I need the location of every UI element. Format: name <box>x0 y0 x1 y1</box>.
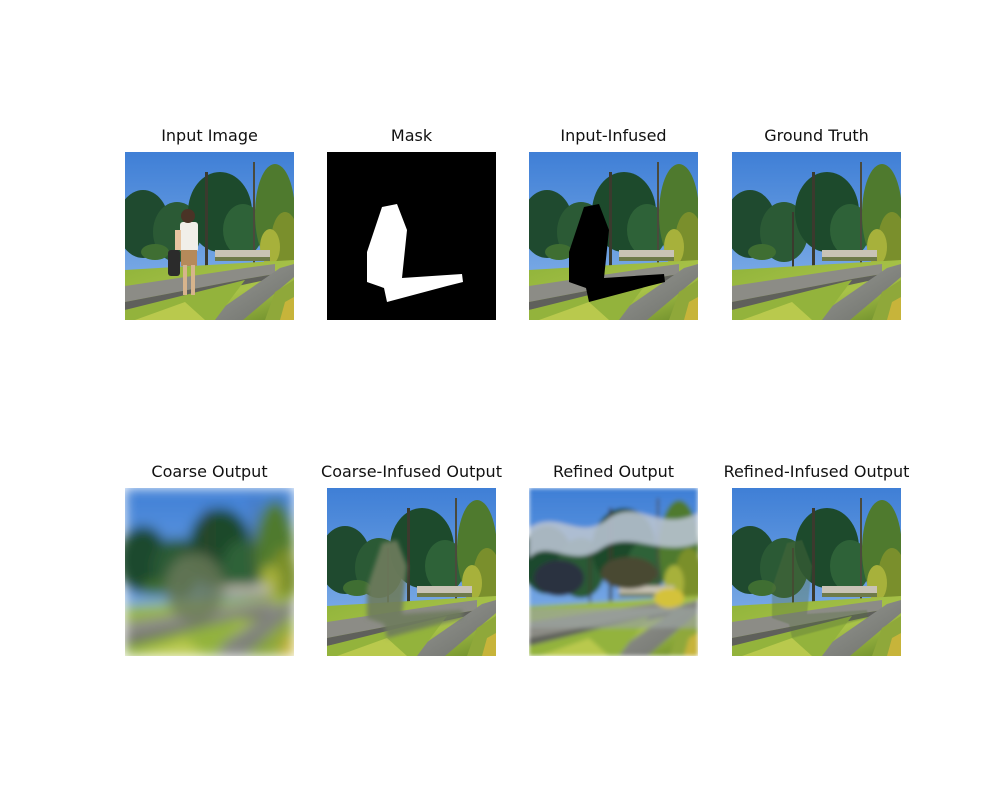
input-infused-image <box>529 152 698 320</box>
mask-image <box>327 152 496 320</box>
panel-coarse-infused-output: Coarse-Infused Output <box>321 462 502 656</box>
panel-title: Coarse-Infused Output <box>321 462 502 481</box>
panel-input-image: Input Image <box>125 126 294 320</box>
panel-coarse-output: Coarse Output <box>125 462 294 656</box>
coarse-output-image <box>125 488 294 656</box>
panel-title: Input-Infused <box>560 126 667 145</box>
panel-title: Mask <box>390 126 433 145</box>
panel-title: Refined-Infused Output <box>723 462 910 481</box>
panel-input-infused: Input-Infused <box>529 126 698 320</box>
panel-ground-truth: Ground Truth <box>732 126 901 320</box>
panel-title: Refined Output <box>552 462 675 481</box>
refined-infused-output-image <box>732 488 901 656</box>
panel-title: Input Image <box>161 126 258 145</box>
coarse-infused-output-image <box>327 488 496 656</box>
input-image <box>125 152 294 320</box>
panel-title: Coarse Output <box>151 462 268 481</box>
panel-refined-output: Refined Output <box>529 462 698 656</box>
panel-title: Ground Truth <box>764 126 869 145</box>
ground-truth-image <box>732 152 901 320</box>
refined-output-image <box>529 488 698 656</box>
panel-mask: Mask <box>327 126 496 320</box>
panel-refined-infused-output: Refined-Infused Output <box>724 462 909 656</box>
